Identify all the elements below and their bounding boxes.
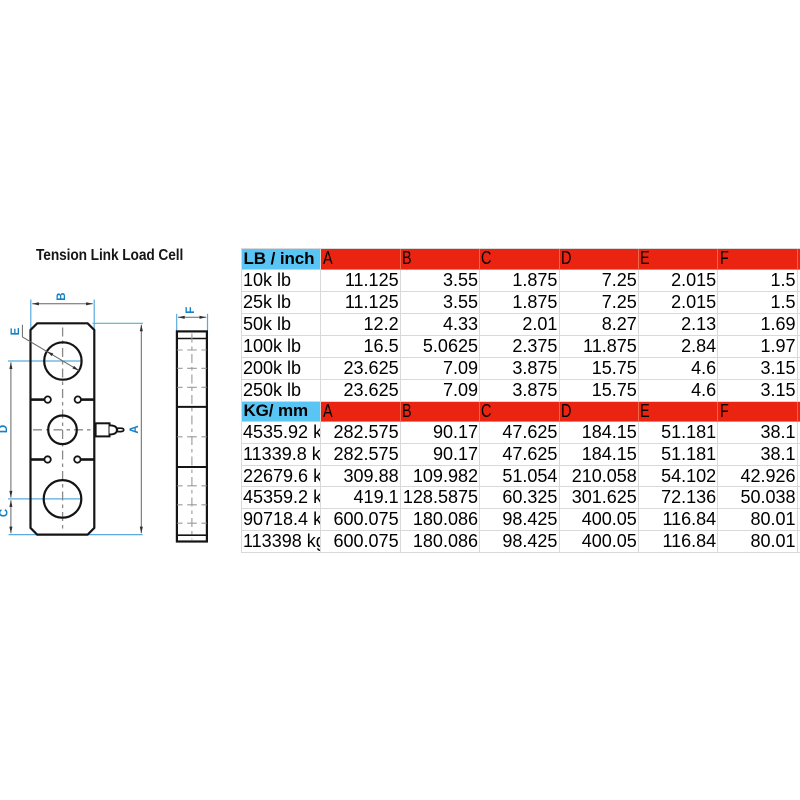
svg-text:D: D — [0, 425, 10, 433]
svg-text:C: C — [0, 509, 10, 517]
svg-text:F: F — [185, 307, 197, 314]
svg-text:A: A — [129, 425, 141, 433]
svg-text:E: E — [10, 327, 22, 335]
svg-text:B: B — [56, 292, 68, 300]
